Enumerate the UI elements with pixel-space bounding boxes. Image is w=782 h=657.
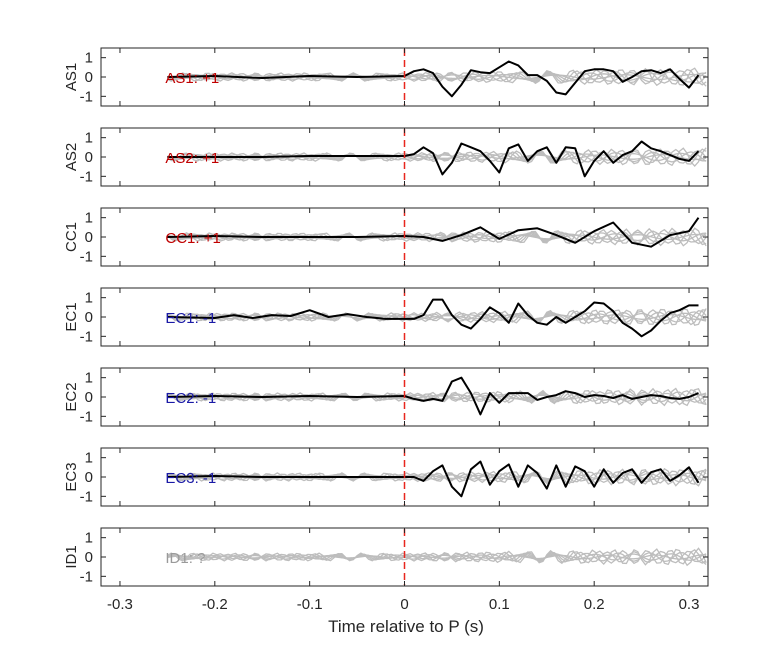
x-tick-label: 0.1 <box>489 596 510 613</box>
y-tick-label: 1 <box>85 210 93 227</box>
y-tick-label: 1 <box>85 370 93 387</box>
y-axis-label: AS2 <box>63 143 80 171</box>
x-tick-label: -0.3 <box>107 596 133 613</box>
grey-trace <box>167 233 707 241</box>
trace-cc1 <box>167 217 700 248</box>
y-tick-label: 0 <box>85 69 93 86</box>
y-tick-label: 0 <box>85 549 93 566</box>
y-tick-label: 0 <box>85 389 93 406</box>
y-tick-label: -1 <box>80 408 93 425</box>
grey-trace <box>167 388 707 406</box>
grey-trace <box>167 68 707 86</box>
trace-ec3 <box>167 460 700 498</box>
y-tick-label: 1 <box>85 290 93 307</box>
panel-annotation: EC3: -1 <box>165 470 216 487</box>
y-tick-label: -1 <box>80 568 93 585</box>
y-tick-label: 0 <box>85 309 93 326</box>
panel-annotation: AS1: +1 <box>165 70 219 87</box>
trace-as2 <box>167 140 700 178</box>
x-tick-label: 0.3 <box>679 596 700 613</box>
x-tick-label: 0 <box>400 596 408 613</box>
trace-as1 <box>167 60 700 98</box>
grey-trace <box>167 387 707 407</box>
grey-trace <box>167 312 707 322</box>
grey-trace <box>167 71 707 83</box>
y-tick-label: -1 <box>80 328 93 345</box>
y-axis-label: EC3 <box>63 462 80 491</box>
y-tick-label: 1 <box>85 450 93 467</box>
y-tick-label: 1 <box>85 50 93 67</box>
x-tick-label: 0.2 <box>584 596 605 613</box>
grey-trace <box>167 308 707 326</box>
panel-annotation: EC2: -1 <box>165 390 216 407</box>
y-tick-label: 0 <box>85 469 93 486</box>
x-axis-label: Time relative to P (s) <box>328 617 484 636</box>
grey-trace <box>167 548 707 565</box>
y-tick-label: 0 <box>85 229 93 246</box>
x-tick-label: -0.2 <box>202 596 228 613</box>
panel-annotation: CC1: +1 <box>165 230 220 247</box>
y-tick-label: 1 <box>85 530 93 547</box>
panel-annotation: ID1: ? <box>165 550 205 567</box>
x-tick-label: -0.1 <box>297 596 323 613</box>
y-tick-label: 1 <box>85 130 93 147</box>
panel-annotation: EC1: -1 <box>165 310 216 327</box>
panel-annotation: AS2: +1 <box>165 150 219 167</box>
y-tick-label: 0 <box>85 149 93 166</box>
y-tick-label: -1 <box>80 248 93 265</box>
grey-trace <box>167 473 707 481</box>
trace-ec1 <box>167 298 699 338</box>
y-tick-label: -1 <box>80 488 93 505</box>
trace-ec2 <box>167 376 699 416</box>
grey-trace <box>166 227 707 247</box>
y-axis-label: AS1 <box>63 63 80 91</box>
grey-trace <box>167 547 707 567</box>
y-axis-label: CC1 <box>63 222 80 252</box>
y-axis-label: ID1 <box>63 545 80 568</box>
y-tick-label: -1 <box>80 168 93 185</box>
y-axis-label: EC2 <box>63 382 80 411</box>
y-tick-label: -1 <box>80 88 93 105</box>
grey-trace <box>167 472 707 482</box>
y-axis-label: EC1 <box>63 302 80 331</box>
grey-trace <box>166 308 707 326</box>
